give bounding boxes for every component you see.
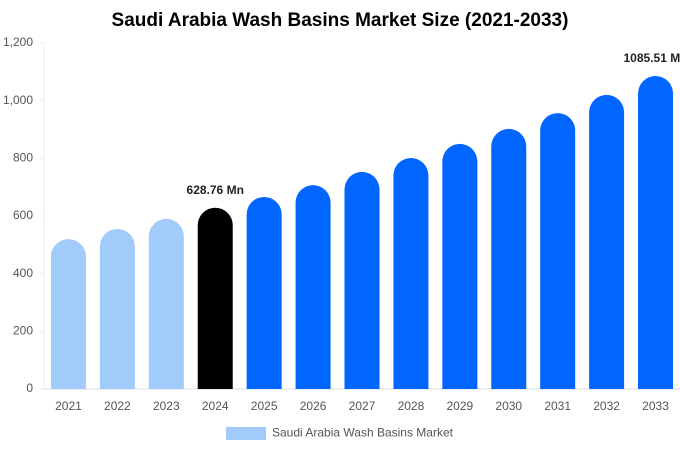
data-label: 1085.51 Mn xyxy=(624,51,680,65)
bar xyxy=(491,128,527,389)
bar xyxy=(638,76,674,389)
y-tick-label: 1,000 xyxy=(3,93,33,107)
x-tick-label: 2029 xyxy=(446,399,473,413)
bar xyxy=(197,207,233,389)
y-tick-label: 400 xyxy=(13,266,33,280)
legend-label: Saudi Arabia Wash Basins Market xyxy=(272,426,454,440)
y-tick-label: 1,200 xyxy=(3,35,33,49)
bar xyxy=(589,94,625,390)
x-tick-label: 2024 xyxy=(202,399,229,413)
legend-swatch xyxy=(226,427,266,440)
data-label: 628.76 Mn xyxy=(187,183,244,197)
chart-title: Saudi Arabia Wash Basins Market Size (20… xyxy=(112,10,569,31)
x-tick-label: 2028 xyxy=(398,399,425,413)
x-tick-label: 2021 xyxy=(55,399,82,413)
bar xyxy=(295,185,331,389)
x-tick-label: 2031 xyxy=(544,399,571,413)
x-tick-label: 2025 xyxy=(251,399,278,413)
bar xyxy=(99,228,135,389)
x-tick-label: 2023 xyxy=(153,399,180,413)
y-tick-label: 800 xyxy=(13,151,33,165)
bar xyxy=(442,143,478,389)
bar xyxy=(50,239,86,389)
bar xyxy=(148,218,184,389)
bar xyxy=(540,113,576,389)
x-tick-label: 2032 xyxy=(593,399,620,413)
x-tick-label: 2022 xyxy=(104,399,131,413)
x-tick-label: 2033 xyxy=(642,399,669,413)
x-tick-label: 2027 xyxy=(349,399,376,413)
y-tick-label: 200 xyxy=(13,324,33,338)
x-tick-label: 2026 xyxy=(300,399,327,413)
x-tick-label: 2030 xyxy=(495,399,522,413)
y-tick-label: 0 xyxy=(26,381,33,395)
bar xyxy=(246,196,282,389)
bar xyxy=(344,171,380,389)
y-tick-label: 600 xyxy=(13,208,33,222)
bar xyxy=(393,158,429,389)
